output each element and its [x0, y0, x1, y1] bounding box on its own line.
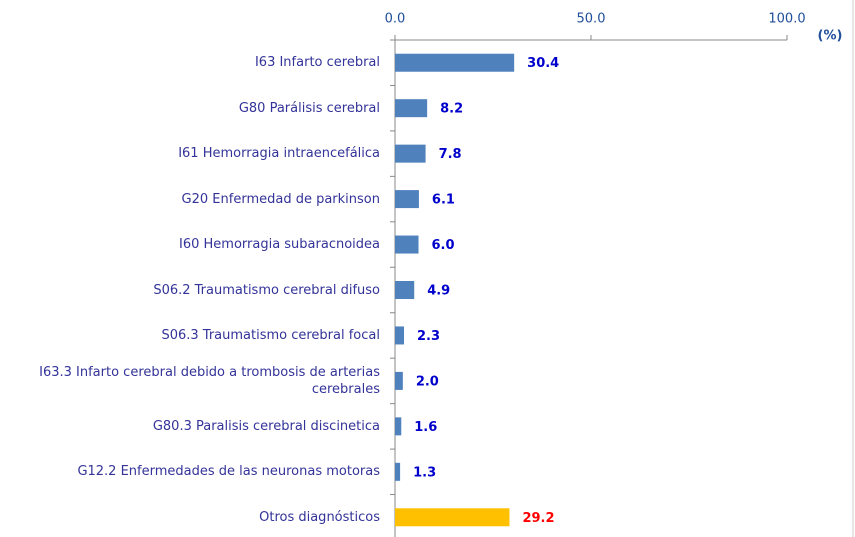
bar	[395, 281, 415, 299]
value-label: 4.9	[427, 284, 450, 299]
bar	[395, 144, 426, 163]
category-label: I61 Hemorragia intraencefálica	[178, 146, 380, 162]
bar	[395, 462, 401, 481]
value-label: 6.1	[432, 193, 455, 208]
x-tick-label: 100.0	[768, 12, 805, 27]
bar	[395, 508, 510, 527]
value-label: 7.8	[439, 147, 462, 162]
value-label: 6.0	[432, 238, 455, 253]
value-label: 2.0	[416, 374, 439, 389]
value-label: 1.3	[413, 465, 436, 480]
bar	[395, 190, 419, 209]
bar	[395, 417, 402, 436]
x-tick-label: 50.0	[577, 12, 606, 27]
value-label: 8.2	[440, 102, 463, 117]
category-label: I63 Infarto cerebral	[254, 55, 380, 71]
category-label: S06.3 Traumatismo cerebral focal	[161, 327, 380, 343]
category-label: G20 Enfermedad de parkinson	[181, 191, 380, 207]
category-label: G80 Parálisis cerebral	[238, 100, 380, 116]
bar	[395, 235, 419, 254]
bar	[395, 371, 403, 390]
category-label: Otros diagnósticos	[259, 509, 380, 525]
bar	[395, 53, 515, 72]
category-label: I63.3 Infarto cerebral debido a trombosi…	[39, 364, 380, 397]
category-label: S06.2 Traumatismo cerebral difuso	[153, 282, 380, 298]
bar	[395, 326, 405, 345]
x-tick-label: 0.0	[385, 12, 406, 27]
unit-label: (%)	[818, 29, 843, 44]
value-label: 29.2	[522, 511, 554, 526]
value-label: 1.6	[414, 420, 437, 435]
bar	[395, 99, 428, 118]
value-label: 30.4	[527, 56, 559, 71]
category-label: G12.2 Enfermedades de las neuronas motor…	[77, 464, 380, 480]
category-label: G80.3 Paralisis cerebral discinetica	[152, 418, 380, 434]
value-label: 2.3	[417, 329, 440, 344]
category-label: I60 Hemorragia subaracnoidea	[179, 237, 380, 253]
